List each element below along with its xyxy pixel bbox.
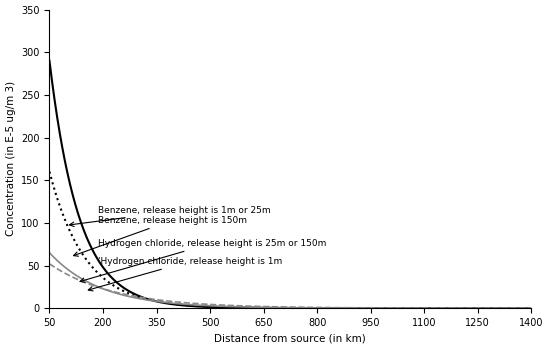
Text: Benzene, release height is 1m or 25m: Benzene, release height is 1m or 25m <box>70 206 270 227</box>
X-axis label: Distance from source (in km): Distance from source (in km) <box>215 333 366 343</box>
Y-axis label: Concentration (in E-5 ug/m 3): Concentration (in E-5 ug/m 3) <box>5 81 15 236</box>
Text: Benzene, release height is 150m: Benzene, release height is 150m <box>74 216 247 256</box>
Text: Hydrogen chloride, release height is 25m or 150m: Hydrogen chloride, release height is 25m… <box>80 239 326 282</box>
Text: 'Hydrogen chloride, release height is 1m: 'Hydrogen chloride, release height is 1m <box>88 257 282 291</box>
